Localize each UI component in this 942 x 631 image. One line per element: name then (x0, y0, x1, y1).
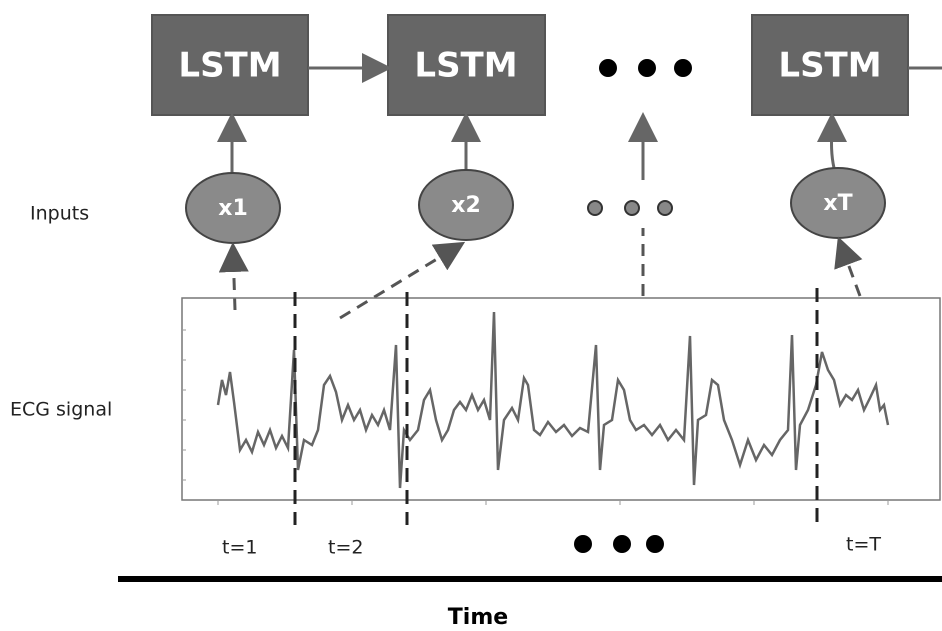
signal-title: ECG signal (10, 399, 112, 421)
arrow (816, 112, 847, 169)
ellipsis (599, 59, 692, 77)
axis-ticks (182, 329, 889, 505)
ellipsis (587, 200, 673, 216)
axis-title: Time (448, 605, 508, 630)
dashed-link (339, 241, 466, 320)
lstm-cell: LSTM (751, 14, 909, 116)
input-label: x2 (451, 193, 481, 218)
input-label: xT (823, 191, 852, 216)
input-node: x1 (185, 172, 281, 244)
lstm-label: LSTM (178, 46, 281, 86)
signal-frame (181, 297, 941, 501)
input-node: x2 (418, 169, 514, 241)
lstm-label: LSTM (414, 46, 517, 86)
inputs-title: Inputs (30, 203, 89, 225)
dashed-link (834, 236, 863, 297)
ecg-trace (216, 311, 890, 489)
dashed-link (218, 242, 249, 311)
time-step-label: t=1 (222, 537, 257, 559)
time-step-label: t=T (846, 534, 881, 556)
ellipsis (574, 535, 664, 553)
lstm-label: LSTM (778, 46, 881, 86)
lstm-cell: LSTM (151, 14, 309, 116)
lstm-cell: LSTM (387, 14, 546, 116)
time-step-label: t=2 (328, 537, 363, 559)
input-node: xT (790, 167, 886, 239)
input-label: x1 (218, 196, 248, 221)
